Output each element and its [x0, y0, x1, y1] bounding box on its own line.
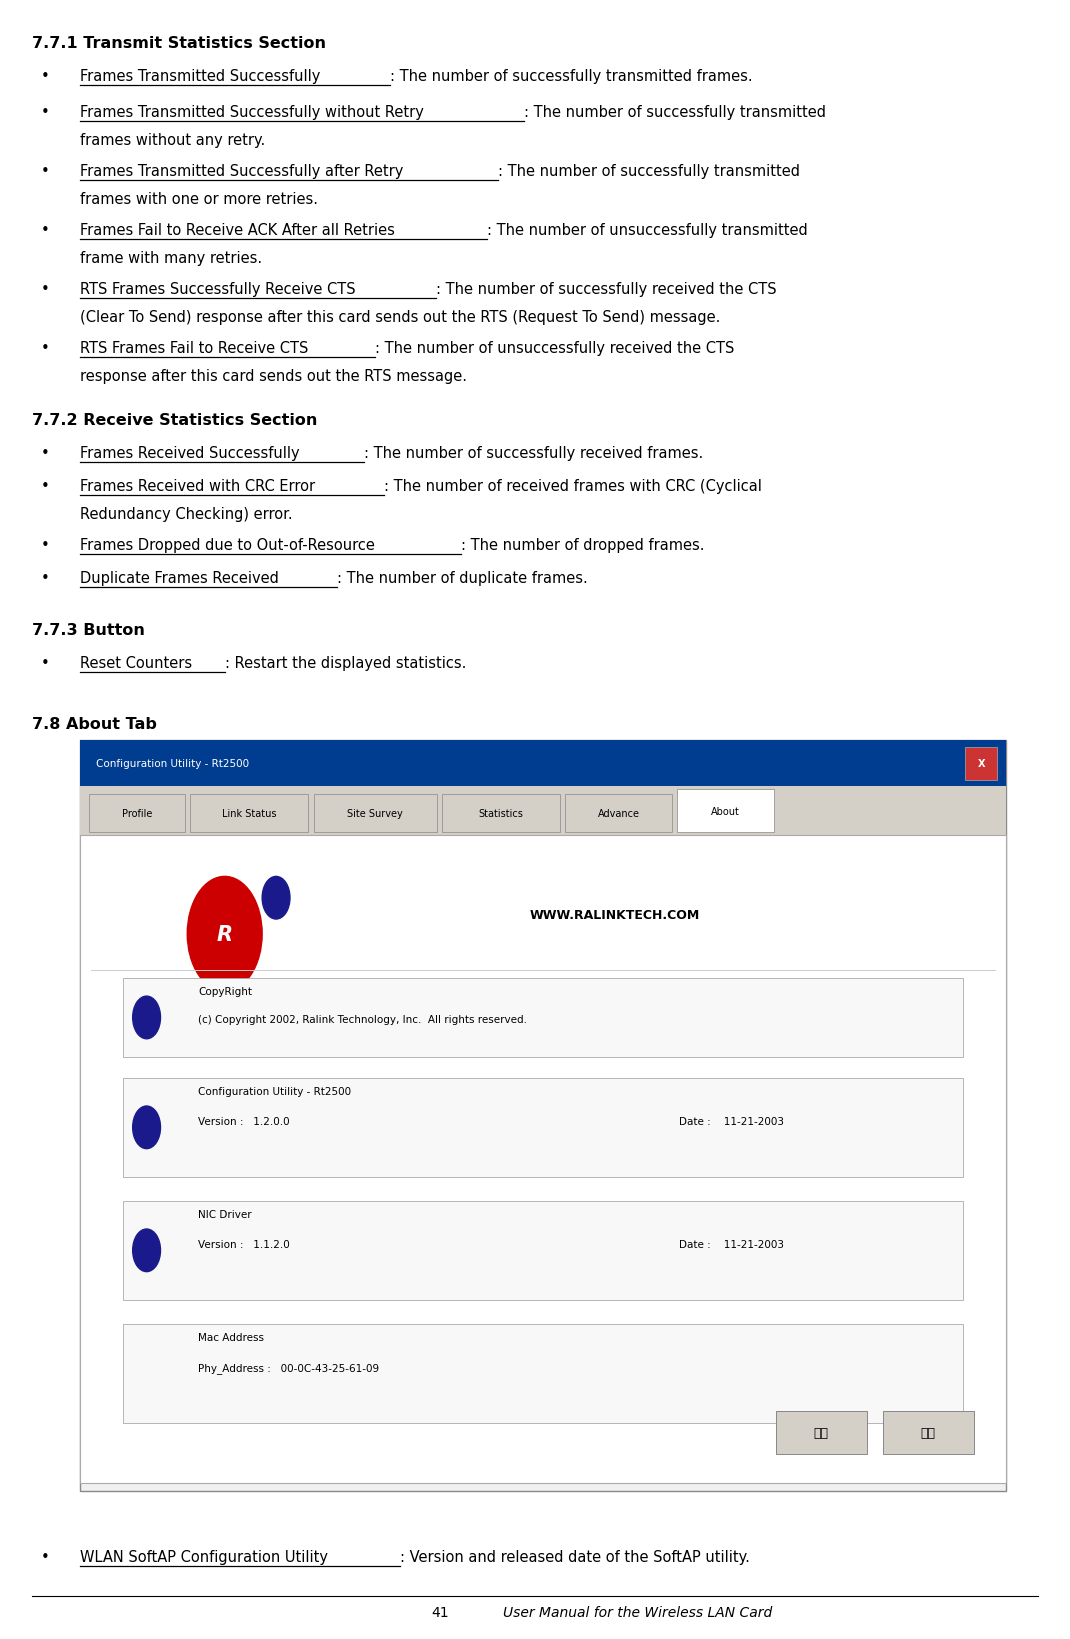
Text: (c) Copyright 2002, Ralink Technology, Inc.  All rights reserved.: (c) Copyright 2002, Ralink Technology, I… [198, 1015, 526, 1024]
Text: R: R [216, 924, 233, 944]
FancyBboxPatch shape [123, 1078, 963, 1177]
Text: : The number of unsuccessfully received the CTS: : The number of unsuccessfully received … [374, 341, 734, 356]
Text: 2: 2 [143, 1013, 150, 1023]
Text: 7.7.2 Receive Statistics Section: 7.7.2 Receive Statistics Section [32, 413, 318, 428]
FancyBboxPatch shape [123, 1201, 963, 1300]
Text: •: • [41, 223, 49, 238]
Text: NIC Driver: NIC Driver [198, 1210, 251, 1219]
Text: User Manual for the Wireless LAN Card: User Manual for the Wireless LAN Card [503, 1605, 773, 1619]
Text: Configuration Utility - Rt2500: Configuration Utility - Rt2500 [96, 759, 249, 769]
Text: Redundancy Checking) error.: Redundancy Checking) error. [80, 506, 293, 521]
Text: •: • [41, 164, 49, 179]
Text: •: • [41, 570, 49, 585]
Text: (Clear To Send) response after this card sends out the RTS (Request To Send) mes: (Clear To Send) response after this card… [80, 310, 720, 325]
Text: •: • [41, 479, 49, 493]
Text: 確定: 確定 [813, 1426, 829, 1439]
Text: Phy_Address :   00-0C-43-25-61-09: Phy_Address : 00-0C-43-25-61-09 [198, 1362, 379, 1373]
Text: Frames Transmitted Successfully: Frames Transmitted Successfully [80, 69, 321, 84]
Text: 說明: 說明 [920, 1426, 936, 1439]
FancyBboxPatch shape [80, 741, 1006, 787]
Text: Version :   1.2.0.0: Version : 1.2.0.0 [198, 1116, 290, 1126]
Text: Frames Fail to Receive ACK After all Retries: Frames Fail to Receive ACK After all Ret… [80, 223, 395, 238]
Text: : The number of received frames with CRC (Cyclical: : The number of received frames with CRC… [384, 479, 762, 493]
FancyBboxPatch shape [776, 1411, 867, 1454]
FancyBboxPatch shape [965, 747, 997, 780]
Text: : The number of successfully transmitted frames.: : The number of successfully transmitted… [391, 69, 753, 84]
Text: : The number of successfully received the CTS: : The number of successfully received th… [435, 282, 777, 297]
Text: 41: 41 [432, 1605, 449, 1619]
Text: Version :   1.1.2.0: Version : 1.1.2.0 [198, 1239, 290, 1249]
Text: Configuration Utility - Rt2500: Configuration Utility - Rt2500 [198, 1087, 351, 1096]
Circle shape [262, 877, 290, 919]
Text: •: • [41, 69, 49, 84]
Circle shape [133, 997, 160, 1039]
Circle shape [133, 1106, 160, 1149]
Text: Advance: Advance [597, 808, 640, 820]
Text: CopyRight: CopyRight [198, 987, 251, 997]
FancyBboxPatch shape [677, 790, 774, 833]
Text: frames without any retry.: frames without any retry. [80, 133, 265, 148]
Text: •: • [41, 1549, 49, 1564]
FancyBboxPatch shape [89, 795, 185, 833]
Text: 7.7.3 Button: 7.7.3 Button [32, 623, 144, 638]
Circle shape [133, 1229, 160, 1272]
Text: Statistics: Statistics [478, 808, 523, 820]
FancyBboxPatch shape [442, 795, 560, 833]
Text: 3: 3 [143, 1123, 150, 1133]
Text: Site Survey: Site Survey [347, 808, 403, 820]
FancyBboxPatch shape [565, 795, 672, 833]
Text: Frames Transmitted Successfully without Retry: Frames Transmitted Successfully without … [80, 105, 424, 120]
Text: Frames Dropped due to Out-of-Resource: Frames Dropped due to Out-of-Resource [80, 538, 376, 552]
Text: Frames Received Successfully: Frames Received Successfully [80, 446, 300, 461]
FancyBboxPatch shape [123, 978, 963, 1057]
FancyBboxPatch shape [883, 1411, 974, 1454]
Text: : The number of duplicate frames.: : The number of duplicate frames. [337, 570, 587, 585]
Text: : The number of unsuccessfully transmitted: : The number of unsuccessfully transmitt… [487, 223, 807, 238]
Text: : The number of successfully transmitted: : The number of successfully transmitted [498, 164, 799, 179]
FancyBboxPatch shape [314, 795, 437, 833]
Text: Mac Address: Mac Address [198, 1333, 264, 1342]
Text: WWW.RALINKTECH.COM: WWW.RALINKTECH.COM [530, 908, 701, 921]
Text: Frames Received with CRC Error: Frames Received with CRC Error [80, 479, 316, 493]
FancyBboxPatch shape [123, 1324, 963, 1423]
Text: response after this card sends out the RTS message.: response after this card sends out the R… [80, 369, 468, 384]
FancyBboxPatch shape [190, 795, 308, 833]
Text: 4: 4 [143, 1246, 150, 1255]
Text: : Version and released date of the SoftAP utility.: : Version and released date of the SoftA… [400, 1549, 750, 1564]
Text: frame with many retries.: frame with many retries. [80, 251, 262, 266]
Text: 1: 1 [273, 893, 279, 903]
Text: •: • [41, 282, 49, 297]
FancyBboxPatch shape [80, 836, 1006, 1483]
Text: Date :    11-21-2003: Date : 11-21-2003 [679, 1116, 784, 1126]
Text: : The number of successfully received frames.: : The number of successfully received fr… [364, 446, 703, 461]
FancyBboxPatch shape [80, 741, 1006, 1491]
Text: •: • [41, 538, 49, 552]
Text: X: X [977, 759, 985, 769]
Text: 7.7.1 Transmit Statistics Section: 7.7.1 Transmit Statistics Section [32, 36, 326, 51]
Text: Frames Transmitted Successfully after Retry: Frames Transmitted Successfully after Re… [80, 164, 403, 179]
Text: RTS Frames Successfully Receive CTS: RTS Frames Successfully Receive CTS [80, 282, 356, 297]
Circle shape [187, 877, 262, 992]
Text: frames with one or more retries.: frames with one or more retries. [80, 192, 318, 207]
Text: 7.8 About Tab: 7.8 About Tab [32, 716, 157, 731]
Text: Duplicate Frames Received: Duplicate Frames Received [80, 570, 279, 585]
Text: Link Status: Link Status [223, 808, 276, 820]
Text: •: • [41, 656, 49, 670]
Text: Profile: Profile [122, 808, 152, 820]
Text: About: About [712, 806, 739, 816]
Text: Date :    11-21-2003: Date : 11-21-2003 [679, 1239, 784, 1249]
Text: : Restart the displayed statistics.: : Restart the displayed statistics. [225, 656, 467, 670]
Text: RTS Frames Fail to Receive CTS: RTS Frames Fail to Receive CTS [80, 341, 308, 356]
Text: •: • [41, 341, 49, 356]
Text: •: • [41, 446, 49, 461]
Text: WLAN SoftAP Configuration Utility: WLAN SoftAP Configuration Utility [80, 1549, 328, 1564]
Text: : The number of successfully transmitted: : The number of successfully transmitted [524, 105, 826, 120]
Text: •: • [41, 105, 49, 120]
FancyBboxPatch shape [80, 787, 1006, 836]
Text: Reset Counters: Reset Counters [80, 656, 193, 670]
Text: : The number of dropped frames.: : The number of dropped frames. [461, 538, 704, 552]
